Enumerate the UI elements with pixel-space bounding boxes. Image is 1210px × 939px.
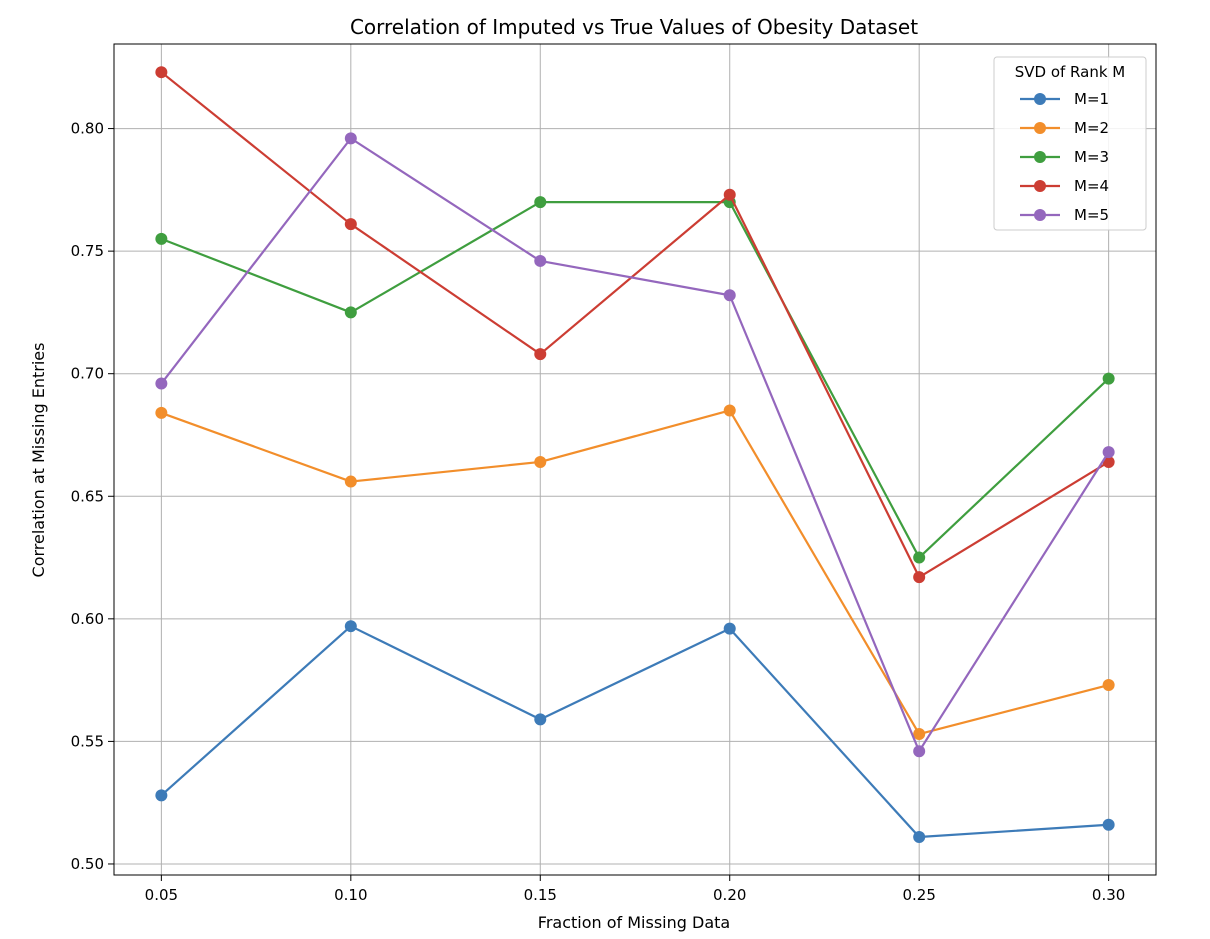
series-m-5	[155, 132, 1115, 758]
chart-title: Correlation of Imputed vs True Values of…	[350, 15, 918, 39]
data-point	[1102, 446, 1115, 459]
legend-entry: M=2	[1020, 119, 1109, 137]
legend-swatch-marker	[1034, 151, 1046, 163]
legend-title: SVD of Rank M	[1015, 63, 1126, 81]
x-tick-label: 0.15	[524, 886, 557, 904]
data-point	[1102, 818, 1115, 831]
x-tick-label: 0.05	[145, 886, 178, 904]
y-tick-label: 0.65	[71, 487, 104, 505]
data-point	[155, 406, 168, 419]
x-tick-label: 0.20	[713, 886, 746, 904]
series-line	[160, 137, 1110, 753]
plot-series	[155, 66, 1115, 844]
data-point	[723, 188, 736, 201]
x-tick-label: 0.25	[902, 886, 935, 904]
data-point	[155, 789, 168, 802]
data-point	[534, 455, 547, 468]
series-m-2	[155, 404, 1115, 741]
series-m-1	[155, 620, 1115, 844]
data-point	[913, 728, 926, 741]
series-line	[160, 625, 1109, 839]
x-tick-label: 0.10	[334, 886, 367, 904]
data-point	[344, 306, 357, 319]
data-point	[344, 132, 357, 145]
data-point	[913, 745, 926, 758]
y-tick-label: 0.80	[71, 120, 104, 138]
legend-label: M=4	[1074, 177, 1109, 195]
data-point	[534, 348, 547, 361]
data-point	[344, 475, 357, 488]
data-point	[913, 551, 926, 564]
legend-entry: M=5	[1020, 206, 1109, 224]
legend-label: M=5	[1074, 206, 1109, 224]
legend-label: M=1	[1074, 90, 1109, 108]
legend-swatch-marker	[1034, 93, 1046, 105]
series-line	[160, 71, 1110, 579]
legend-swatch-marker	[1034, 122, 1046, 134]
data-point	[534, 713, 547, 726]
y-axis-label: Correlation at Missing Entries	[29, 343, 48, 578]
x-tick-label: 0.30	[1092, 886, 1125, 904]
legend: SVD of Rank M M=1 M=2 M=3 M=4 M=5	[993, 56, 1147, 231]
data-point	[723, 404, 736, 417]
axis-ticks: 0.05 0.10 0.15 0.20 0.25 0.30 0.50 0.55 0.60 0.65…	[71, 120, 1126, 904]
data-point	[155, 66, 168, 79]
y-tick-label: 0.55	[71, 732, 104, 750]
legend-entry: M=3	[1020, 148, 1109, 166]
series-line	[160, 201, 1110, 559]
data-point	[1102, 455, 1115, 468]
legend-swatch-marker	[1034, 180, 1046, 192]
data-point	[155, 232, 168, 245]
y-tick-label: 0.70	[71, 365, 104, 383]
data-point	[723, 622, 736, 635]
x-axis-label: Fraction of Missing Data	[538, 913, 730, 932]
data-point	[913, 571, 926, 584]
series-m-3	[155, 196, 1115, 564]
series-m-4	[155, 66, 1115, 584]
data-point	[344, 218, 357, 231]
data-point	[723, 289, 736, 302]
y-tick-label: 0.75	[71, 242, 104, 260]
data-point	[534, 196, 547, 209]
data-point	[1102, 679, 1115, 692]
legend-entry: M=1	[1020, 90, 1109, 108]
legend-label: M=2	[1074, 119, 1109, 137]
y-tick-label: 0.50	[71, 855, 104, 873]
data-point	[1102, 372, 1115, 385]
data-point	[913, 831, 926, 844]
series-line	[160, 409, 1109, 736]
data-point	[534, 254, 547, 267]
legend-label: M=3	[1074, 148, 1109, 166]
legend-swatch-marker	[1034, 209, 1046, 221]
data-point	[155, 377, 168, 390]
plot-frame	[113, 43, 1157, 876]
data-point	[344, 620, 357, 633]
legend-entry: M=4	[1020, 177, 1109, 195]
legend-box	[993, 56, 1147, 231]
y-tick-label: 0.60	[71, 610, 104, 628]
